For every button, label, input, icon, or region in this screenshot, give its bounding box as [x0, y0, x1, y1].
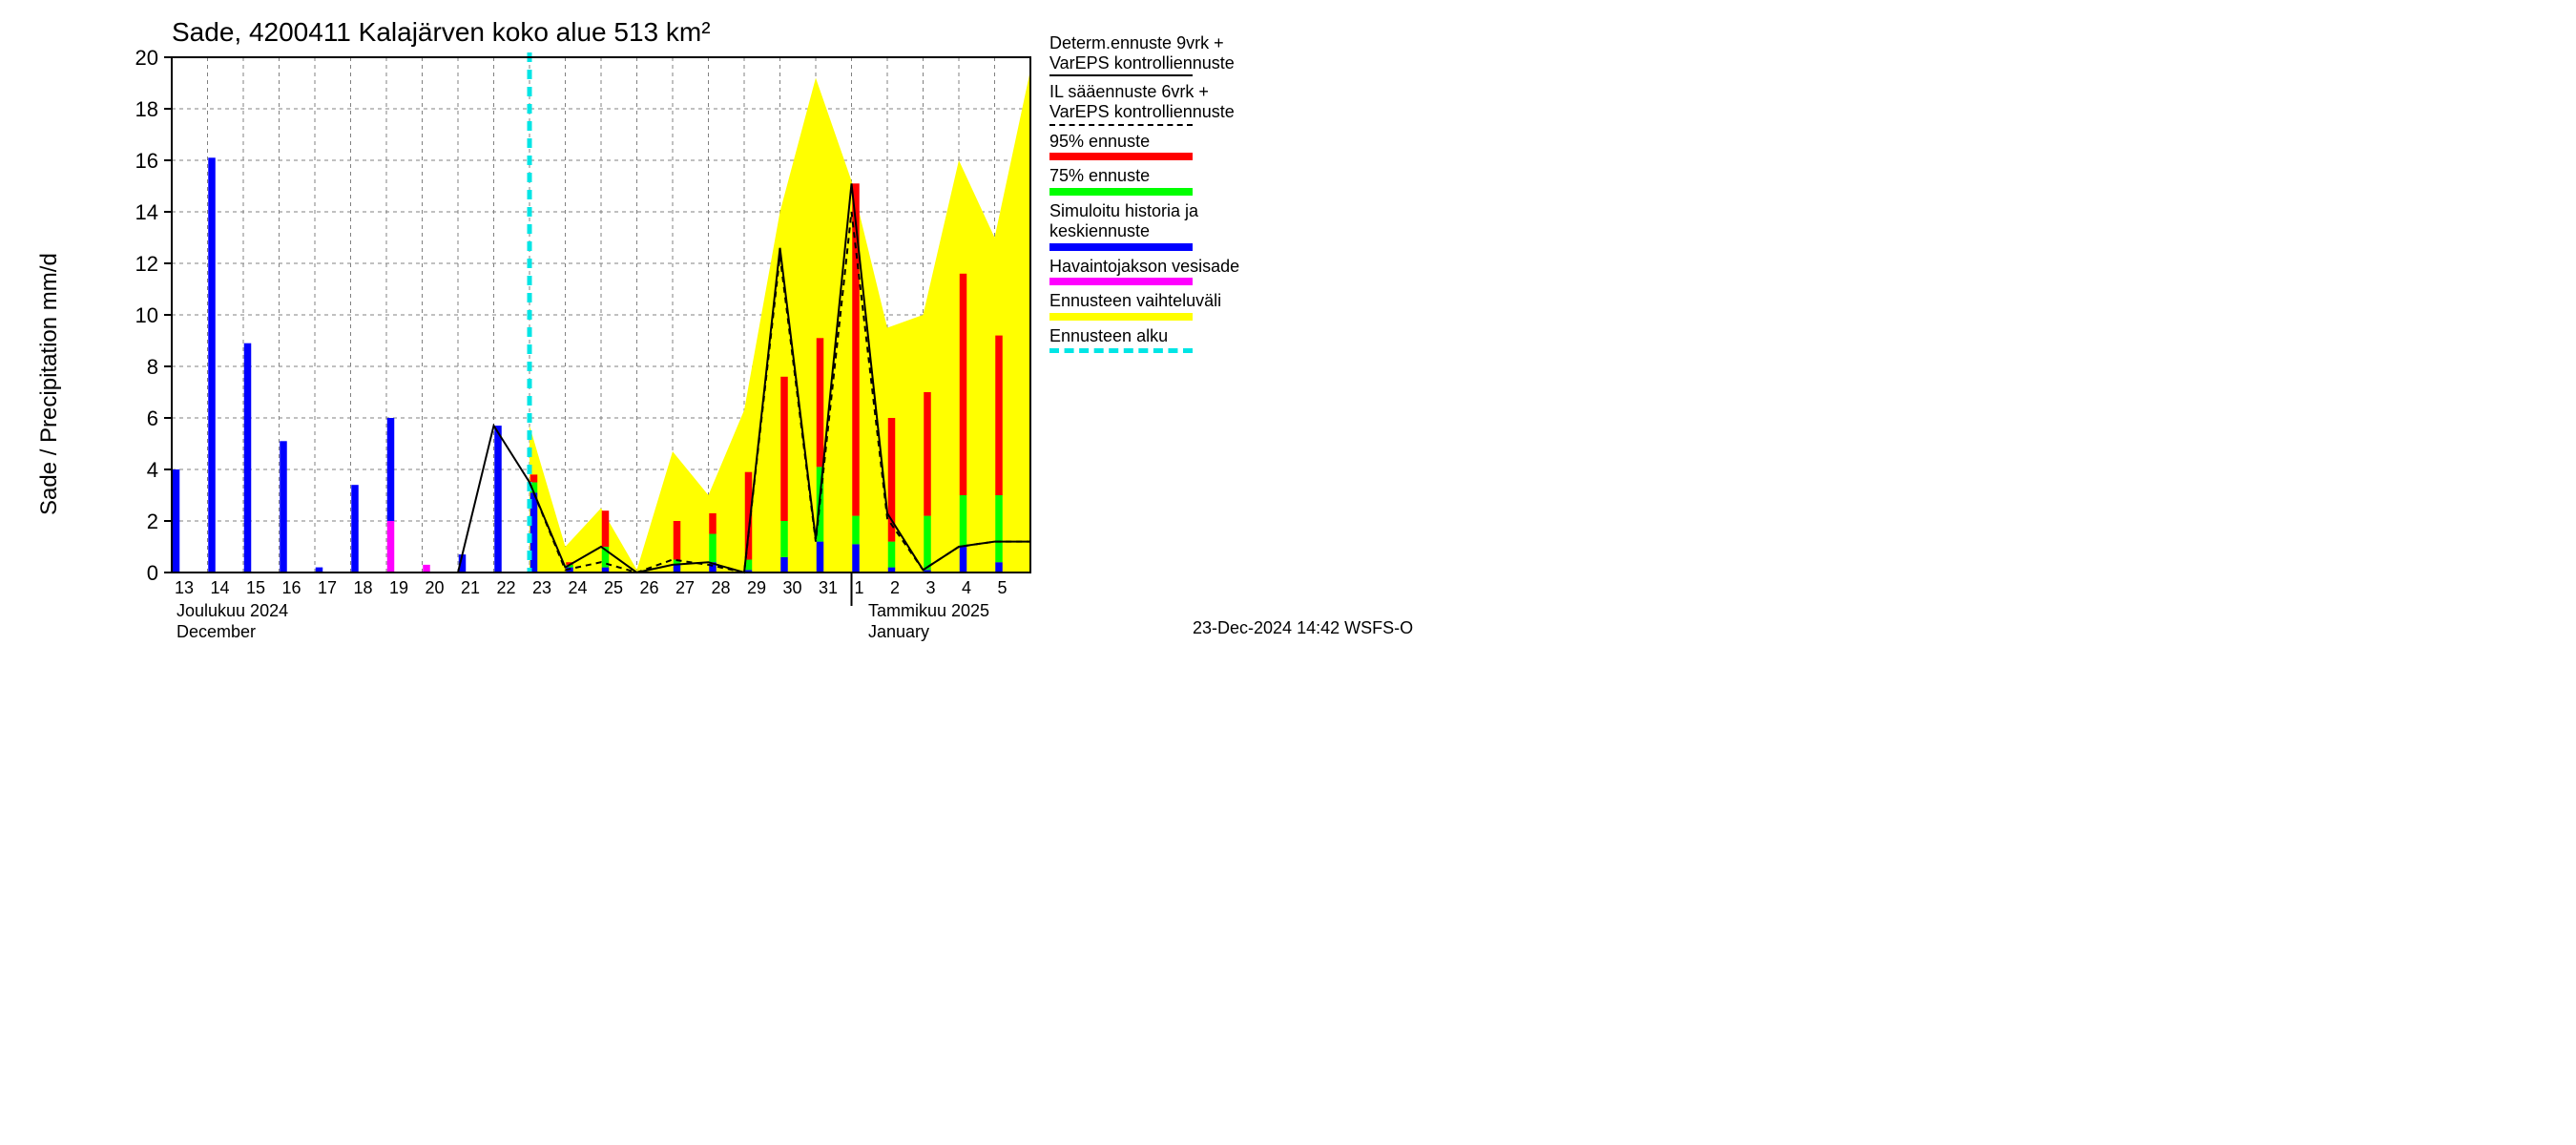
svg-text:20: 20 — [426, 578, 445, 597]
svg-text:20: 20 — [135, 46, 158, 70]
legend-item: Ennusteen vaihteluväli — [1049, 291, 1278, 321]
svg-text:27: 27 — [675, 578, 695, 597]
svg-text:0: 0 — [147, 561, 158, 585]
legend-item: 95% ennuste — [1049, 132, 1278, 161]
svg-text:25: 25 — [604, 578, 623, 597]
svg-text:31: 31 — [819, 578, 838, 597]
legend-item: 75% ennuste — [1049, 166, 1278, 196]
svg-text:24: 24 — [569, 578, 588, 597]
svg-text:4: 4 — [962, 578, 971, 597]
svg-text:29: 29 — [747, 578, 766, 597]
legend-item: Simuloitu historia jakeskiennuste — [1049, 201, 1278, 250]
svg-text:12: 12 — [135, 252, 158, 276]
svg-text:14: 14 — [135, 200, 158, 224]
footer-timestamp: 23-Dec-2024 14:42 WSFS-O — [1193, 618, 1413, 638]
svg-text:16: 16 — [282, 578, 301, 597]
chart-container: Sade, 4200411 Kalajärven koko alue 513 k… — [0, 0, 1431, 649]
month-jan-en: January — [868, 622, 929, 642]
svg-text:18: 18 — [354, 578, 373, 597]
svg-text:6: 6 — [147, 406, 158, 430]
svg-text:21: 21 — [461, 578, 480, 597]
svg-text:15: 15 — [246, 578, 265, 597]
svg-text:4: 4 — [147, 458, 158, 482]
svg-text:16: 16 — [135, 149, 158, 173]
month-jan-fi: Tammikuu 2025 — [868, 601, 989, 621]
svg-text:17: 17 — [318, 578, 337, 597]
svg-text:26: 26 — [640, 578, 659, 597]
svg-text:18: 18 — [135, 97, 158, 121]
svg-text:8: 8 — [147, 355, 158, 379]
svg-text:19: 19 — [389, 578, 408, 597]
svg-text:23: 23 — [532, 578, 551, 597]
svg-text:10: 10 — [135, 303, 158, 327]
legend-item: Ennusteen alku — [1049, 326, 1278, 353]
svg-text:28: 28 — [712, 578, 731, 597]
y-axis-label: Sade / Precipitation mm/d — [36, 253, 63, 515]
svg-text:2: 2 — [147, 510, 158, 533]
month-dec-en: December — [177, 622, 256, 642]
svg-text:2: 2 — [890, 578, 900, 597]
legend-item: Determ.ennuste 9vrk +VarEPS kontrollienn… — [1049, 33, 1278, 76]
svg-text:13: 13 — [175, 578, 194, 597]
svg-text:30: 30 — [783, 578, 802, 597]
svg-text:22: 22 — [497, 578, 516, 597]
svg-text:14: 14 — [211, 578, 230, 597]
svg-text:1: 1 — [855, 578, 864, 597]
legend-item: IL sääennuste 6vrk + VarEPS kontrollienn… — [1049, 82, 1278, 125]
month-dec-fi: Joulukuu 2024 — [177, 601, 288, 621]
legend: Determ.ennuste 9vrk +VarEPS kontrollienn… — [1049, 33, 1278, 359]
svg-text:5: 5 — [998, 578, 1008, 597]
chart-title: Sade, 4200411 Kalajärven koko alue 513 k… — [172, 17, 711, 48]
legend-item: Havaintojakson vesisade — [1049, 257, 1278, 286]
svg-text:3: 3 — [926, 578, 936, 597]
